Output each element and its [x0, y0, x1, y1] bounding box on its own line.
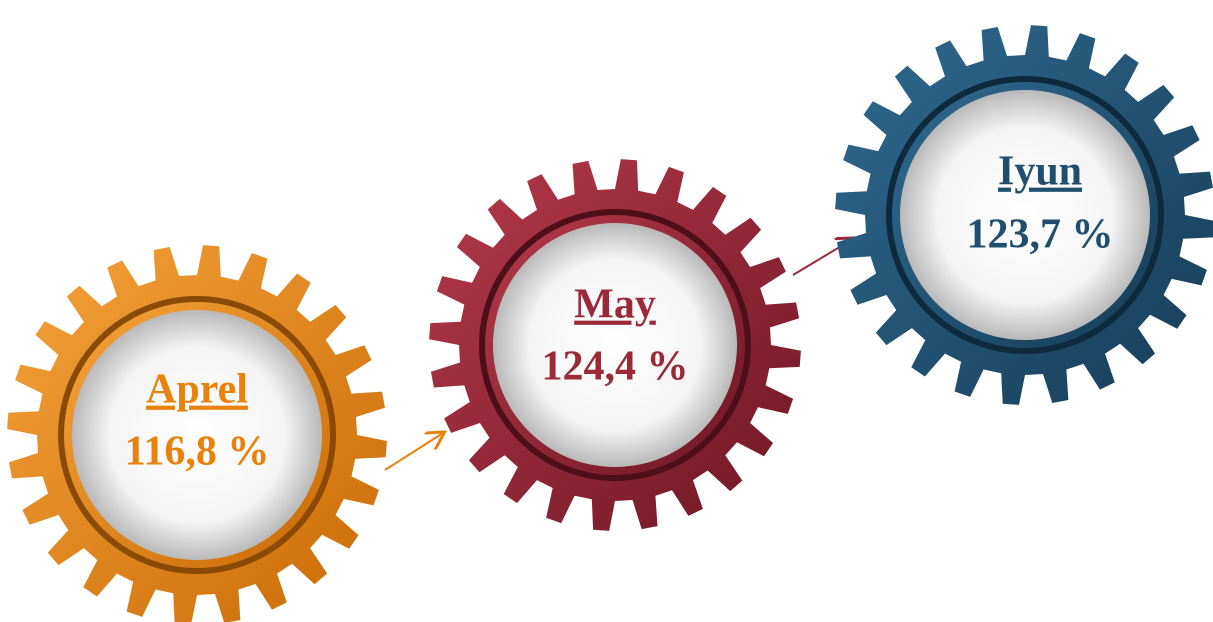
node-label: May: [574, 282, 656, 328]
node-value: 116,8 %: [125, 429, 270, 475]
node-label: Aprel: [146, 367, 248, 413]
gear-face: [72, 310, 322, 560]
gear-face: [493, 223, 737, 467]
node-value: 123,7 %: [967, 212, 1114, 258]
node-label: Iyun: [998, 149, 1082, 195]
arrow: [384, 433, 443, 471]
gear-face: [900, 90, 1150, 340]
node-value: 124,4 %: [542, 344, 689, 390]
